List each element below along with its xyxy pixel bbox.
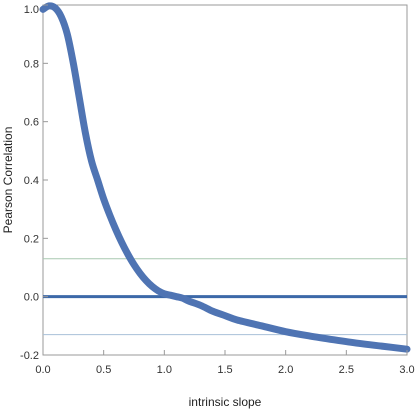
x-tick-label: 1.5 <box>217 364 232 376</box>
reference-lines <box>43 258 407 336</box>
x-tick-group: 0.0 0.5 1.0 1.5 2.0 2.5 3.0 <box>35 350 415 376</box>
series-line-0 <box>39 2 411 353</box>
x-tick-label: 0.5 <box>96 364 111 376</box>
x-tick-label: 3.0 <box>399 364 414 376</box>
y-tick-label: 0.8 <box>24 58 39 70</box>
x-tick-label: 1.0 <box>157 364 172 376</box>
x-tick-label: 2.0 <box>278 364 293 376</box>
y-tick-label: 1.0 <box>24 4 39 16</box>
y-tick-label: -0.2 <box>20 350 39 362</box>
y-axis-label: Pearson Correlation <box>1 127 15 234</box>
y-tick-label: 0.0 <box>24 292 39 304</box>
y-tick-label: 0.2 <box>24 233 39 245</box>
y-tick-label: 0.4 <box>24 175 39 187</box>
y-tick-group: -0.2 0.0 0.2 0.4 0.6 0.8 1.0 <box>20 4 48 362</box>
series-group <box>39 2 411 353</box>
x-tick-label: 2.5 <box>339 364 354 376</box>
x-axis-label: intrinsic slope <box>189 395 262 409</box>
y-tick-label: 0.6 <box>24 117 39 129</box>
x-tick-label: 0.0 <box>35 364 50 376</box>
